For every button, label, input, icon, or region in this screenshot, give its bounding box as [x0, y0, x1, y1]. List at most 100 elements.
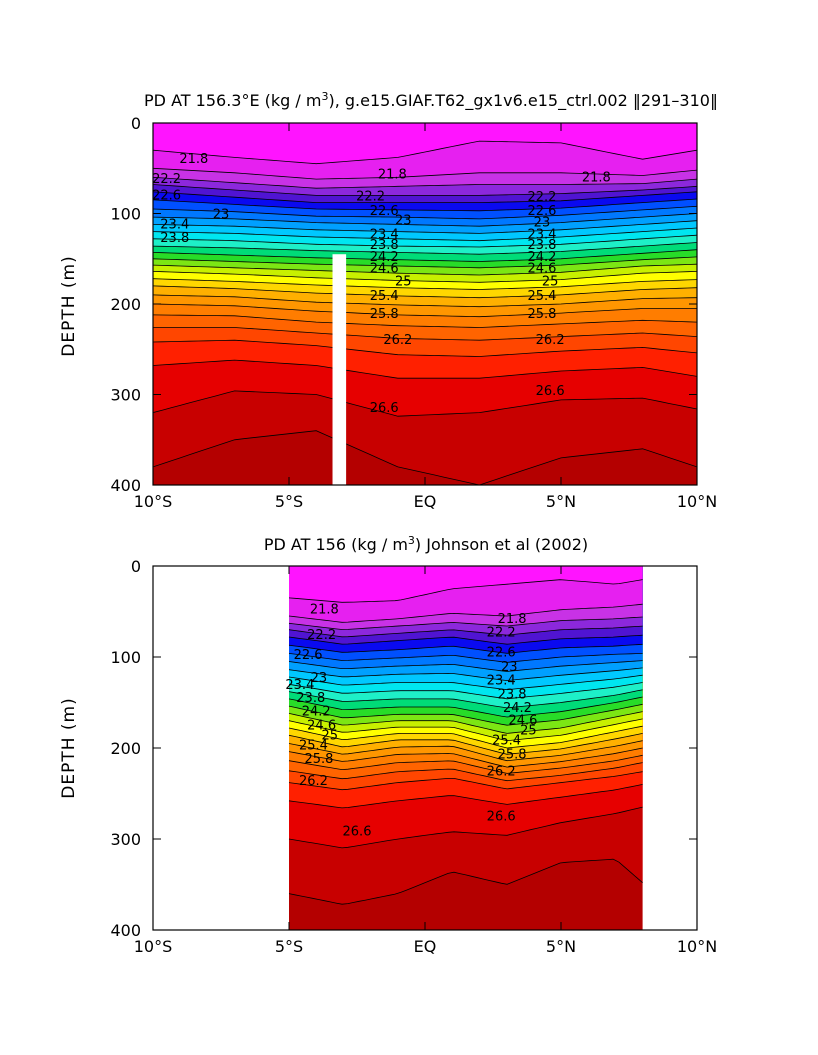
contour-line	[153, 271, 697, 283]
contour-label: 23.4	[527, 227, 556, 242]
contour-label: 25.8	[304, 752, 333, 767]
contour-line	[153, 213, 697, 227]
x-tick-label: 5°S	[275, 492, 303, 511]
y-tick-label: 300	[110, 386, 141, 405]
contour-line	[288, 711, 643, 734]
contour-label: 25	[520, 724, 537, 739]
y-tick-label: 0	[131, 114, 141, 133]
contour-label: 26.6	[343, 825, 372, 840]
contour-line	[153, 256, 697, 269]
contour-line	[153, 263, 697, 276]
contour-label: 25.4	[527, 289, 556, 304]
contour-line	[288, 634, 643, 645]
contour-label: 26.6	[487, 809, 516, 824]
contour-line	[288, 725, 643, 749]
contour-line	[153, 339, 697, 357]
x-tick-label: EQ	[414, 492, 437, 511]
contour-label: 23.8	[160, 231, 189, 246]
contour-label: 26.2	[536, 333, 565, 348]
y-tick-label: 300	[110, 830, 141, 849]
contour-line	[288, 762, 643, 782]
contour-label: 23.4	[285, 678, 314, 693]
contour-line	[153, 303, 697, 318]
density-band	[153, 123, 697, 164]
contour-lines	[288, 579, 643, 905]
contour-label: 22.2	[307, 628, 336, 643]
contour-label: 24.2	[370, 250, 399, 265]
y-tick-label: 100	[110, 205, 141, 224]
y-tick-label: 400	[110, 476, 141, 495]
contour-label: 24.6	[508, 714, 537, 729]
contour-label: 24.2	[503, 701, 532, 716]
contour-label: 24.6	[370, 262, 399, 277]
contour-label: 25.8	[498, 747, 527, 762]
contour-fills	[153, 123, 697, 485]
contour-line	[153, 314, 697, 328]
y-tick-label: 0	[131, 557, 141, 576]
contour-label: 22.2	[356, 189, 385, 204]
contour-label: 26.6	[536, 384, 565, 399]
contour-label: 23	[501, 660, 518, 675]
contour-label: 22.6	[487, 645, 516, 660]
contour-line	[153, 327, 697, 341]
contour-line	[153, 278, 697, 290]
contour-line	[288, 718, 643, 742]
contour-line	[288, 784, 643, 809]
contour-label: 23.4	[160, 217, 189, 232]
contour-label: 22.2	[487, 625, 516, 640]
contour-line	[153, 430, 697, 485]
contour-line	[288, 643, 643, 654]
contour-label: 25.8	[370, 307, 399, 322]
contour-line	[288, 616, 643, 630]
contour-label: 23	[534, 216, 551, 231]
x-tick-label: 10°S	[134, 937, 173, 956]
contour-line	[153, 294, 697, 308]
contour-line	[153, 205, 697, 220]
panel-observed-section: PD AT 156 (kg / m3) Johnson et al (2002)…	[59, 534, 717, 956]
contour-label: 22.6	[370, 204, 399, 219]
contour-line	[153, 176, 697, 189]
y-axis-label: DEPTH (m)	[59, 255, 79, 356]
contour-line	[288, 806, 643, 849]
x-tick-label: 5°S	[275, 937, 303, 956]
contour-label: 26.2	[487, 765, 516, 780]
x-tick-label: EQ	[414, 937, 437, 956]
contour-line	[288, 653, 643, 663]
panel-title: PD AT 156 (kg / m3) Johnson et al (2002)	[264, 534, 588, 554]
y-tick-label: 400	[110, 921, 141, 940]
contour-line	[288, 667, 643, 682]
contour-line	[153, 140, 697, 165]
contour-label: 25	[542, 274, 559, 289]
contour-label: 25.4	[370, 289, 399, 304]
contour-label: 22.6	[527, 204, 556, 219]
contour-line	[153, 285, 697, 299]
x-tick-label: 10°S	[134, 492, 173, 511]
contour-label: 24.6	[307, 718, 336, 733]
masked-column	[332, 254, 347, 485]
contour-label: 21.8	[498, 612, 527, 627]
contour-line	[288, 579, 643, 603]
contour-label: 23	[213, 207, 230, 222]
panel-title: PD AT 156.3°E (kg / m3), g.e15.GIAF.T62_…	[144, 90, 718, 111]
x-tick-label: 5°N	[546, 492, 576, 511]
contour-label: 21.8	[378, 168, 407, 183]
contour-label: 21.8	[310, 603, 339, 618]
contour-label: 23	[395, 214, 412, 229]
contour-label: 23.4	[370, 227, 399, 242]
contour-line	[153, 390, 697, 417]
contour-line	[153, 184, 697, 196]
contour-label: 22.2	[527, 190, 556, 205]
contour-label: 23.8	[370, 238, 399, 253]
contour-line	[288, 771, 643, 791]
contour-line	[153, 242, 697, 255]
contour-label: 23	[311, 671, 328, 686]
contour-line	[288, 696, 643, 718]
contour-line	[288, 689, 643, 709]
contour-line	[153, 249, 697, 262]
y-tick-label: 200	[110, 739, 141, 758]
contour-label: 23.8	[498, 687, 527, 702]
contour-label: 25	[322, 728, 339, 743]
contour-line	[153, 234, 697, 248]
contour-line	[288, 682, 643, 700]
